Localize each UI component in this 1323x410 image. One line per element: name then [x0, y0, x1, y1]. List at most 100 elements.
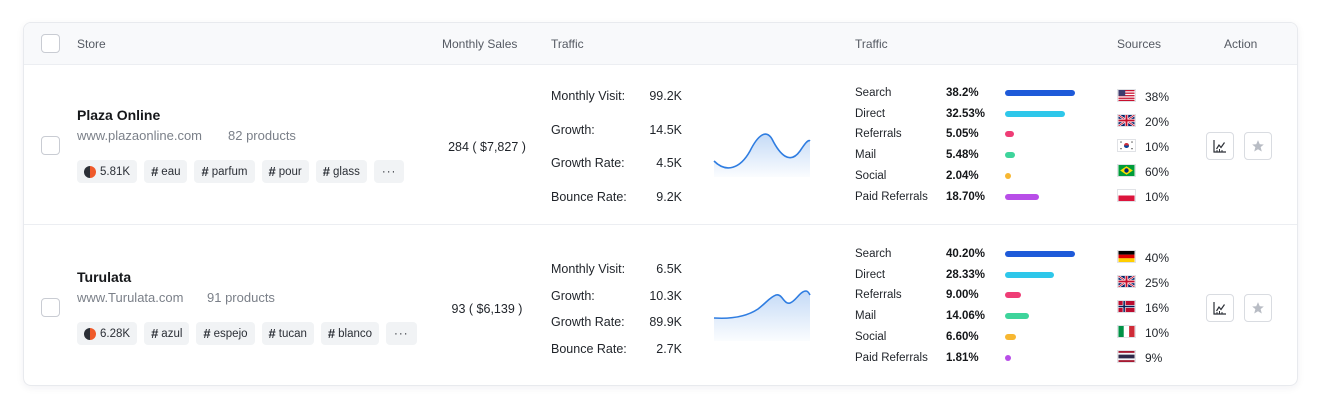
sparkline-area	[714, 291, 810, 341]
country-pct: 40%	[1145, 251, 1170, 265]
uk-flag-icon	[1117, 275, 1136, 288]
channel-label: Social	[855, 170, 887, 182]
country-pct: 10%	[1145, 190, 1170, 204]
channel-label: Direct	[855, 269, 886, 281]
channel-label: Mail	[855, 149, 877, 161]
channel-pct: 38.2%	[946, 87, 979, 99]
bounce-rate-label: Bounce Rate:	[551, 190, 627, 204]
country-pct: 25%	[1145, 276, 1170, 290]
header-monthly-sales[interactable]: Monthly Sales	[442, 37, 518, 51]
channel-bar	[1005, 90, 1075, 96]
channel-bar	[1005, 313, 1029, 319]
table-row: Plaza Online www.plazaonline.com 82 prod…	[24, 65, 1297, 225]
channel-label: Referrals	[855, 128, 902, 140]
channel-bar	[1005, 355, 1011, 361]
keyword-tag[interactable]: # espejo	[196, 322, 255, 345]
no-flag-icon	[1117, 300, 1136, 313]
bounce-rate-label: Bounce Rate:	[551, 342, 627, 356]
monthly-visit-value: 99.2K	[649, 89, 682, 103]
channel-label: Social	[855, 331, 887, 343]
channel-pct: 14.06%	[946, 310, 986, 322]
analytics-button[interactable]	[1206, 294, 1234, 322]
channel-pct: 5.48%	[946, 149, 979, 161]
chart-line-icon	[1213, 302, 1226, 315]
favorite-button[interactable]	[1244, 132, 1272, 160]
keyword-tag[interactable]: # blanco	[320, 322, 380, 345]
keyword-tag[interactable]: # parfum	[194, 160, 255, 183]
channel-pct: 28.33%	[946, 269, 986, 281]
country-pct: 10%	[1145, 140, 1170, 154]
keyword-tag[interactable]: # glass	[315, 160, 367, 183]
growth-value: 10.3K	[649, 289, 682, 303]
channel-label: Search	[855, 87, 892, 99]
hash-icon: #	[201, 164, 209, 179]
pl-flag-icon	[1117, 189, 1136, 202]
keyword-tag[interactable]: # eau	[144, 160, 188, 183]
hash-icon: #	[327, 326, 336, 341]
table-header: Store Monthly Sales Traffic Traffic Sour…	[24, 23, 1297, 65]
monthly-visit-label: Monthly Visit:	[551, 262, 626, 276]
growth-label: Growth:	[551, 123, 595, 137]
header-traffic: Traffic	[551, 37, 584, 51]
traffic-sparkline	[713, 290, 811, 341]
more-tags-button[interactable]: ···	[373, 160, 405, 183]
more-tags-button[interactable]: ···	[386, 322, 417, 345]
channel-pct: 1.81%	[946, 352, 979, 364]
monthly-sales-value: 284 ( $7,827 )	[448, 140, 526, 154]
keyword-tag[interactable]: # tucan	[261, 322, 314, 345]
channel-label: Paid Referrals	[855, 352, 928, 364]
growth-rate-value: 4.5K	[656, 156, 682, 170]
channel-bar	[1005, 251, 1075, 257]
store-products: 82 products	[228, 128, 296, 143]
country-pct: 16%	[1145, 301, 1170, 315]
chart-line-icon	[1213, 140, 1226, 153]
uk-flag-icon	[1117, 114, 1136, 127]
channel-bar	[1005, 334, 1016, 340]
bounce-rate-value: 2.7K	[656, 342, 682, 356]
monthly-sales-value: 93 ( $6,139 )	[451, 302, 523, 316]
channel-bar	[1005, 131, 1014, 137]
growth-rate-label: Growth Rate:	[551, 315, 625, 329]
bounce-rate-value: 9.2K	[656, 190, 682, 204]
growth-label: Growth:	[551, 289, 595, 303]
hash-icon: #	[151, 326, 159, 341]
analytics-button[interactable]	[1206, 132, 1234, 160]
store-name[interactable]: Turulata	[77, 269, 132, 285]
header-action: Action	[1224, 37, 1258, 51]
store-name[interactable]: Plaza Online	[77, 107, 161, 123]
row-checkbox[interactable]	[41, 298, 60, 317]
keyword-tag[interactable]: # pour	[261, 160, 309, 183]
channel-pct: 2.04%	[946, 170, 979, 182]
country-pct: 38%	[1145, 90, 1170, 104]
th-flag-icon	[1117, 350, 1136, 363]
country-pct: 10%	[1145, 326, 1170, 340]
country-pct: 9%	[1145, 351, 1163, 365]
store-table: Store Monthly Sales Traffic Traffic Sour…	[23, 22, 1298, 386]
kr-flag-icon	[1117, 139, 1136, 152]
channel-label: Direct	[855, 108, 886, 120]
favorite-button[interactable]	[1244, 294, 1272, 322]
growth-value: 14.5K	[649, 123, 682, 137]
it-flag-icon	[1117, 325, 1136, 338]
channel-label: Referrals	[855, 289, 902, 301]
us-flag-icon	[1117, 89, 1136, 102]
channel-pct: 40.20%	[946, 248, 986, 260]
header-sources: Sources	[1117, 37, 1162, 51]
channel-bar	[1005, 111, 1065, 117]
star-icon	[1252, 140, 1264, 152]
br-flag-icon	[1117, 164, 1136, 177]
store-products: 91 products	[207, 290, 275, 305]
row-checkbox[interactable]	[41, 136, 60, 155]
channel-pct: 32.53%	[946, 108, 986, 120]
channel-bar	[1005, 173, 1011, 179]
channel-label: Mail	[855, 310, 877, 322]
monthly-visit-label: Monthly Visit:	[551, 89, 626, 103]
select-all-checkbox[interactable]	[41, 34, 60, 53]
store-url[interactable]: www.plazaonline.com	[77, 128, 203, 143]
traffic-sparkline	[713, 133, 811, 177]
shop-rank-badge: 5.81K	[77, 160, 138, 183]
store-url[interactable]: www.Turulata.com	[77, 290, 184, 305]
header-store: Store	[77, 37, 106, 51]
keyword-tag[interactable]: # azul	[144, 322, 190, 345]
channel-label: Paid Referrals	[855, 191, 928, 203]
